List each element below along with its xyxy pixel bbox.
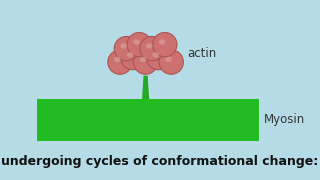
Text: Myosin: Myosin (264, 113, 305, 126)
Ellipse shape (140, 36, 164, 61)
Ellipse shape (108, 50, 132, 74)
Ellipse shape (159, 39, 165, 45)
Ellipse shape (165, 57, 172, 62)
Ellipse shape (159, 50, 183, 74)
Ellipse shape (114, 57, 121, 62)
Text: actin: actin (187, 47, 216, 60)
Ellipse shape (127, 52, 133, 58)
Ellipse shape (146, 43, 153, 49)
Ellipse shape (153, 32, 177, 57)
Ellipse shape (146, 45, 171, 70)
Polygon shape (142, 76, 149, 99)
Ellipse shape (120, 43, 127, 49)
Text: undergoing cycles of conformational change:: undergoing cycles of conformational chan… (1, 155, 319, 168)
Ellipse shape (121, 45, 145, 70)
Ellipse shape (133, 39, 140, 45)
Ellipse shape (152, 52, 159, 58)
Ellipse shape (127, 32, 151, 57)
Ellipse shape (140, 57, 146, 62)
Ellipse shape (133, 50, 158, 74)
Bar (37, 99, 259, 141)
Ellipse shape (114, 36, 139, 61)
